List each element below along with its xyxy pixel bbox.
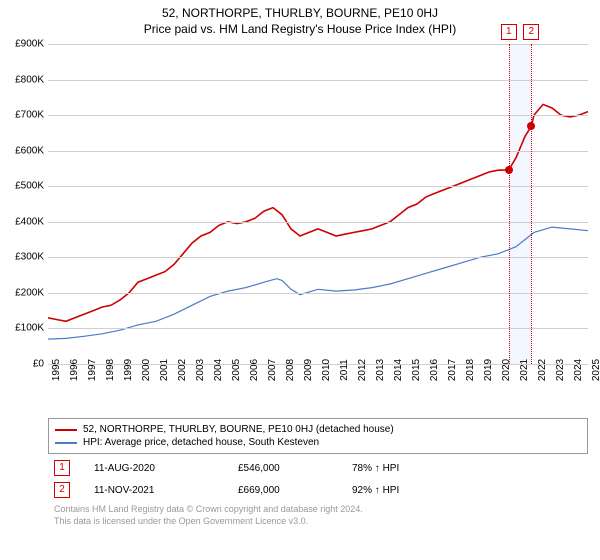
- x-tick-label: 2001: [159, 359, 170, 381]
- y-tick-label: £400K: [4, 216, 44, 227]
- x-tick-label: 2022: [537, 359, 548, 381]
- x-tick-label: 2009: [303, 359, 314, 381]
- sale-num-box: 1: [54, 460, 70, 476]
- x-tick-label: 2020: [501, 359, 512, 381]
- event-line: [509, 44, 510, 364]
- x-tick-label: 1996: [69, 359, 80, 381]
- event-line: [531, 44, 532, 364]
- line-plot-svg: [48, 44, 588, 364]
- chart-title: 52, NORTHORPE, THURLBY, BOURNE, PE10 0HJ: [0, 0, 600, 20]
- y-tick-label: £0: [4, 359, 44, 370]
- x-tick-label: 2008: [285, 359, 296, 381]
- gridline: [48, 44, 588, 45]
- x-tick-label: 2018: [465, 359, 476, 381]
- x-tick-label: 2007: [267, 359, 278, 381]
- gridline: [48, 80, 588, 81]
- sale-date: 11-AUG-2020: [94, 463, 214, 474]
- gridline: [48, 293, 588, 294]
- x-tick-label: 2014: [393, 359, 404, 381]
- series-line-hpi: [48, 227, 588, 339]
- x-tick-label: 2005: [231, 359, 242, 381]
- legend-label: HPI: Average price, detached house, Sout…: [83, 437, 319, 448]
- x-tick-label: 1998: [105, 359, 116, 381]
- sale-num-box: 2: [54, 482, 70, 498]
- sale-hpi: 78% ↑ HPI: [352, 463, 442, 474]
- x-tick-label: 2024: [573, 359, 584, 381]
- sale-dot: [505, 166, 513, 174]
- gridline: [48, 257, 588, 258]
- sale-price: £546,000: [238, 463, 328, 474]
- event-marker: 1: [501, 24, 517, 40]
- x-tick-label: 2017: [447, 359, 458, 381]
- x-tick-label: 2000: [141, 359, 152, 381]
- legend-and-sales: 52, NORTHORPE, THURLBY, BOURNE, PE10 0HJ…: [48, 418, 588, 527]
- sales-list: 1 11-AUG-2020 £546,000 78% ↑ HPI 2 11-NOV-202…: [48, 454, 588, 498]
- x-tick-label: 2025: [591, 359, 600, 381]
- y-tick-label: £500K: [4, 181, 44, 192]
- y-tick-label: £800K: [4, 74, 44, 85]
- x-tick-label: 1995: [51, 359, 62, 381]
- y-tick-label: £900K: [4, 39, 44, 50]
- legend-row: HPI: Average price, detached house, Sout…: [55, 436, 581, 449]
- x-tick-label: 2011: [339, 359, 350, 381]
- x-tick-label: 2021: [519, 359, 530, 381]
- x-tick-label: 2023: [555, 359, 566, 381]
- legend-label: 52, NORTHORPE, THURLBY, BOURNE, PE10 0HJ…: [83, 424, 394, 435]
- chart-container: 52, NORTHORPE, THURLBY, BOURNE, PE10 0HJ…: [0, 0, 600, 560]
- gridline: [48, 222, 588, 223]
- sale-row: 1 11-AUG-2020 £546,000 78% ↑ HPI: [48, 454, 588, 476]
- legend-frame: 52, NORTHORPE, THURLBY, BOURNE, PE10 0HJ…: [48, 418, 588, 454]
- y-tick-label: £600K: [4, 145, 44, 156]
- x-tick-label: 2019: [483, 359, 494, 381]
- gridline: [48, 328, 588, 329]
- sale-row: 2 11-NOV-2021 £669,000 92% ↑ HPI: [48, 476, 588, 498]
- y-tick-label: £200K: [4, 287, 44, 298]
- legend-row: 52, NORTHORPE, THURLBY, BOURNE, PE10 0HJ…: [55, 423, 581, 436]
- legend-swatch: [55, 442, 77, 444]
- x-tick-label: 2013: [375, 359, 386, 381]
- sale-price: £669,000: [238, 485, 328, 496]
- x-tick-label: 1997: [87, 359, 98, 381]
- event-marker: 2: [523, 24, 539, 40]
- x-tick-label: 2012: [357, 359, 368, 381]
- x-tick-label: 2010: [321, 359, 332, 381]
- gridline: [48, 115, 588, 116]
- sale-hpi: 92% ↑ HPI: [352, 485, 442, 496]
- x-tick-label: 2006: [249, 359, 260, 381]
- x-tick-label: 2004: [213, 359, 224, 381]
- y-tick-label: £700K: [4, 110, 44, 121]
- x-tick-label: 2015: [411, 359, 422, 381]
- y-tick-label: £300K: [4, 252, 44, 263]
- x-tick-label: 1999: [123, 359, 134, 381]
- sale-dot: [527, 122, 535, 130]
- y-tick-label: £100K: [4, 323, 44, 334]
- x-tick-label: 2016: [429, 359, 440, 381]
- footer-line-1: Contains HM Land Registry data © Crown c…: [54, 504, 588, 516]
- x-tick-label: 2002: [177, 359, 188, 381]
- gridline: [48, 186, 588, 187]
- plot-area: 12: [48, 44, 588, 364]
- x-tick-label: 2003: [195, 359, 206, 381]
- sale-date: 11-NOV-2021: [94, 485, 214, 496]
- footer-line-2: This data is licensed under the Open Gov…: [54, 516, 588, 528]
- legend-swatch: [55, 429, 77, 431]
- gridline: [48, 151, 588, 152]
- footer-text: Contains HM Land Registry data © Crown c…: [48, 498, 588, 527]
